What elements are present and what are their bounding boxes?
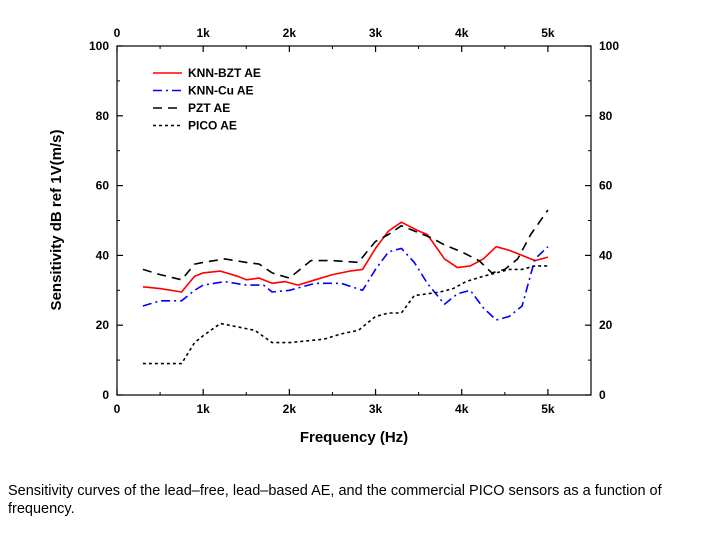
x-tick-label-bottom: 2k [283,402,297,416]
x-tick-label-top: 3k [369,26,383,40]
y-axis-label: Sensitivity dB ref 1V(m/s) [48,130,65,311]
legend-label-pzt: PZT AE [188,101,230,115]
y-tick-label-right: 40 [599,248,613,262]
series-line-knn-bzt [142,221,549,293]
legend-label-pico: PICO AE [188,119,237,133]
y-tick-label-right: 0 [599,388,606,402]
x-tick-label-bottom: 0 [114,402,121,416]
y-tick-label-left: 40 [96,248,110,262]
y-tick-label-right: 20 [599,318,613,332]
y-tick-label-right: 60 [599,179,613,193]
legend-label-knn-cu: KNN-Cu AE [188,84,254,98]
x-tick-label-top: 5k [541,26,555,40]
x-tick-label-bottom: 1k [197,402,211,416]
legend-label-knn-bzt: KNN-BZT AE [188,66,261,80]
y-tick-label-right: 100 [599,39,619,53]
x-tick-label-top: 4k [455,26,469,40]
series-line-knn-cu [142,246,549,321]
y-tick-label-left: 0 [102,388,109,402]
series-line-pzt [142,209,549,281]
x-tick-label-bottom: 4k [455,402,469,416]
series-lines [142,209,549,365]
y-tick-label-right: 80 [599,109,613,123]
figure-caption: Sensitivity curves of the lead–free, lea… [8,483,662,517]
x-tick-label-top: 2k [283,26,297,40]
series-line-pico [142,265,548,365]
x-tick-label-bottom: 3k [369,402,383,416]
y-tick-label-left: 20 [96,318,110,332]
y-tick-label-left: 80 [96,109,110,123]
x-tick-label-top: 0 [114,26,121,40]
legend: KNN-BZT AE KNN-Cu AE PZT AE PICO AE [153,66,261,133]
x-tick-label-bottom: 5k [541,402,555,416]
y-tick-label-left: 60 [96,179,110,193]
plot-frame [116,45,592,396]
y-tick-label-left: 100 [89,39,109,53]
x-axis-label: Frequency (Hz) [300,429,408,446]
x-tick-label-top: 1k [197,26,211,40]
